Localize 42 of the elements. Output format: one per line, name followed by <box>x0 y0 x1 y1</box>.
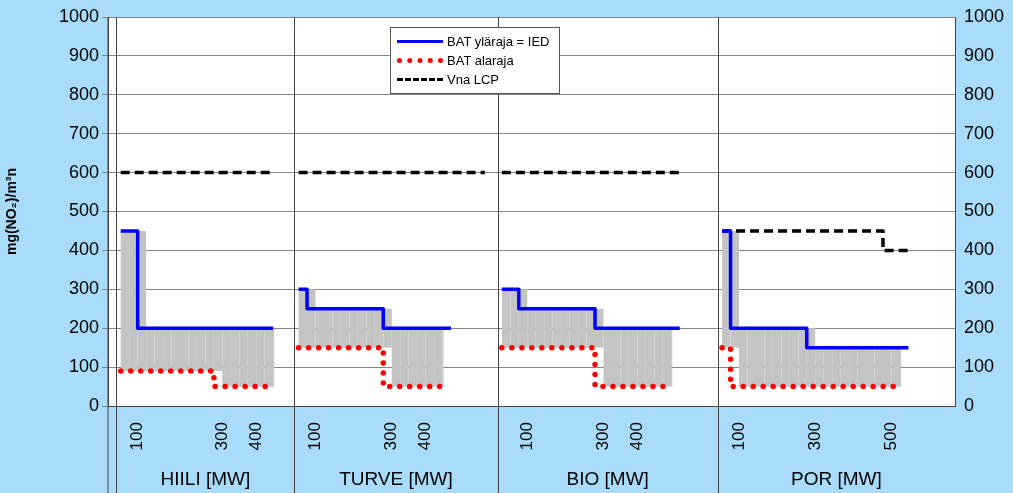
x-tick-label: 100 <box>305 422 325 451</box>
text: HIILI [MW] <box>160 468 251 490</box>
y2-tick-label: 300 <box>964 278 995 299</box>
y2-tick-label: 200 <box>964 317 995 338</box>
y-tick-label: 700 <box>68 122 99 143</box>
legend-label: BAT yläraja = IED <box>447 34 550 49</box>
text: BIO [MW] <box>566 468 649 490</box>
y2-tick-label: 800 <box>964 83 995 104</box>
y-tick-label: 0 <box>88 394 99 415</box>
y-tick-label: 500 <box>68 200 99 221</box>
y2-tick-label: 0 <box>964 394 975 415</box>
y-tick-label: 300 <box>68 278 99 299</box>
text: POR [MW] <box>791 468 882 490</box>
y2-tick-label: 400 <box>964 239 995 260</box>
legend-label: Vna LCP <box>447 72 500 87</box>
x-tick-label: 400 <box>627 422 647 451</box>
x-tick-label: 500 <box>881 422 901 451</box>
x-tick-label: 400 <box>245 422 265 451</box>
x-tick-label: 100 <box>516 422 536 451</box>
x-tick-label: 300 <box>804 422 824 451</box>
x-tick-label: 100 <box>728 422 748 451</box>
y-axis-title: mg(NO₂)/m³n <box>3 167 20 256</box>
x-tick-label: 300 <box>212 422 232 451</box>
y-tick-label: 200 <box>68 317 99 338</box>
y2-tick-label: 500 <box>964 200 995 221</box>
y-tick-label: 800 <box>68 83 99 104</box>
y-tick-label: 400 <box>68 239 99 260</box>
y-tick-label: 1000 <box>58 5 99 26</box>
y2-tick-label: 900 <box>964 44 995 65</box>
y2-tick-label: 100 <box>964 356 995 377</box>
y2-tick-label: 600 <box>964 161 995 182</box>
legend-label: BAT alaraja <box>447 53 514 68</box>
y-tick-label: 900 <box>68 44 99 65</box>
y2-tick-label: 700 <box>964 122 995 143</box>
y-tick-label: 100 <box>68 356 99 377</box>
y2-tick-label: 1000 <box>964 5 1005 26</box>
x-tick-label: 300 <box>381 422 401 451</box>
x-tick-label: 100 <box>127 422 147 451</box>
text: TURVE [MW] <box>339 468 453 490</box>
y-tick-label: 600 <box>68 161 99 182</box>
x-tick-label: 300 <box>593 422 613 451</box>
x-tick-label: 400 <box>415 422 435 451</box>
